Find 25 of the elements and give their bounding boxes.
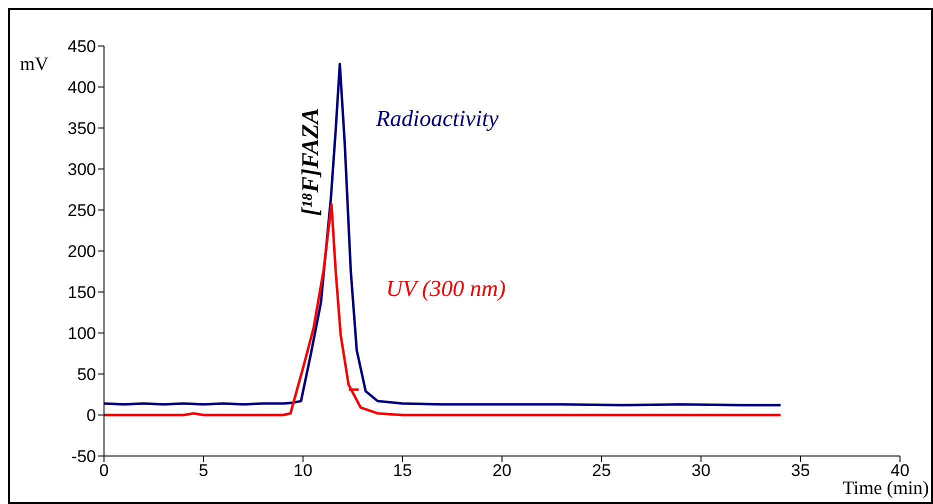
x-tick-label: 25 [592, 461, 611, 480]
y-tick-label: 0 [86, 406, 96, 426]
y-tick-label: 100 [68, 324, 96, 344]
x-tick-label: 5 [198, 461, 208, 480]
x-tick-label: 35 [791, 461, 810, 480]
y-tick-label: 450 [68, 37, 96, 56]
y-tick-label: 300 [68, 160, 96, 180]
y-tick-label: -50 [71, 447, 96, 466]
x-tick-label: 40 [890, 461, 910, 480]
y-tick-label: 50 [77, 365, 96, 384]
x-axis-title: Time (min) [842, 478, 929, 500]
x-tick-label: 30 [692, 461, 710, 480]
y-tick-label: 200 [68, 242, 96, 262]
x-tick-label: 0 [99, 461, 109, 480]
x-tick-label: 20 [492, 461, 512, 480]
annotation: [¹⁸F]FAZA [298, 106, 325, 216]
x-tick-label: 10 [294, 461, 312, 480]
x-tick-label: 15 [393, 461, 412, 480]
y-tick-label: 250 [68, 201, 96, 220]
text: UV (300 nm) [386, 276, 506, 302]
y-tick-label: 400 [68, 78, 96, 98]
y-tick-label: 150 [68, 283, 96, 302]
series-label: Radioactivity [376, 106, 499, 132]
y-tick-label: 350 [68, 119, 96, 138]
y-axis-title: mV [20, 54, 48, 76]
